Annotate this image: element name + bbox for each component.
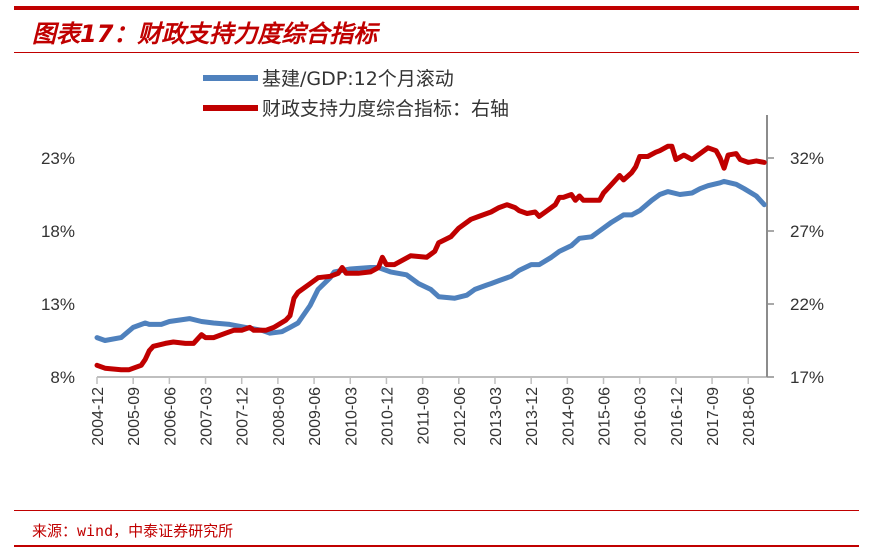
legend-label-fiscal-index: 财政支持力度综合指标：右轴 bbox=[262, 98, 509, 120]
title-divider bbox=[14, 52, 859, 53]
left-tick-label: 23% bbox=[41, 149, 75, 168]
right-tick-label: 27% bbox=[790, 222, 824, 241]
chart-title: 图表17：财政支持力度综合指标 bbox=[32, 20, 378, 48]
x-tick-label: 2011-09 bbox=[416, 387, 433, 445]
x-tick-label: 2007-03 bbox=[199, 387, 216, 446]
x-tick-label: 2016-12 bbox=[669, 387, 686, 446]
x-tick-label: 2004-12 bbox=[90, 387, 107, 446]
right-tick-label: 17% bbox=[790, 368, 824, 387]
series-line-infrastructure bbox=[94, 178, 767, 343]
left-tick-label: 13% bbox=[41, 295, 75, 314]
right-tick-label: 32% bbox=[790, 149, 824, 168]
legend: 基建/GDP:12个月滚动 财政支持力度综合指标：右轴 bbox=[203, 68, 509, 120]
x-tick-label: 2017-09 bbox=[705, 387, 722, 446]
x-tick-label: 2010-12 bbox=[379, 387, 396, 446]
legend-label-infrastructure: 基建/GDP:12个月滚动 bbox=[262, 68, 454, 90]
top-accent-bar bbox=[14, 6, 859, 10]
right-tick-label: 22% bbox=[790, 295, 824, 314]
x-tick-label: 2016-03 bbox=[633, 387, 650, 446]
x-tick-label: 2008-09 bbox=[271, 387, 288, 446]
source-note: 来源：wind，中泰证券研究所 bbox=[32, 522, 234, 540]
x-tick-label: 2005-09 bbox=[126, 387, 143, 446]
x-tick-label: 2006-06 bbox=[162, 387, 179, 446]
left-tick-label: 8% bbox=[50, 368, 75, 387]
series-line-fiscal-index bbox=[94, 143, 767, 373]
x-tick-label: 2015-06 bbox=[597, 387, 614, 446]
x-tick-label: 2013-12 bbox=[524, 387, 541, 446]
left-tick-label: 18% bbox=[41, 222, 75, 241]
x-tick-label: 2009-06 bbox=[307, 387, 324, 446]
x-tick-label: 2014-09 bbox=[560, 387, 577, 446]
x-tick-label: 2012-06 bbox=[452, 387, 469, 446]
x-tick-label: 2013-03 bbox=[488, 387, 505, 446]
x-tick-label: 2018-06 bbox=[741, 387, 758, 446]
footer-divider bbox=[14, 510, 859, 511]
x-tick-label: 2007-12 bbox=[235, 387, 252, 446]
x-tick-label: 2010-03 bbox=[343, 387, 360, 446]
bottom-accent-bar bbox=[14, 545, 859, 547]
